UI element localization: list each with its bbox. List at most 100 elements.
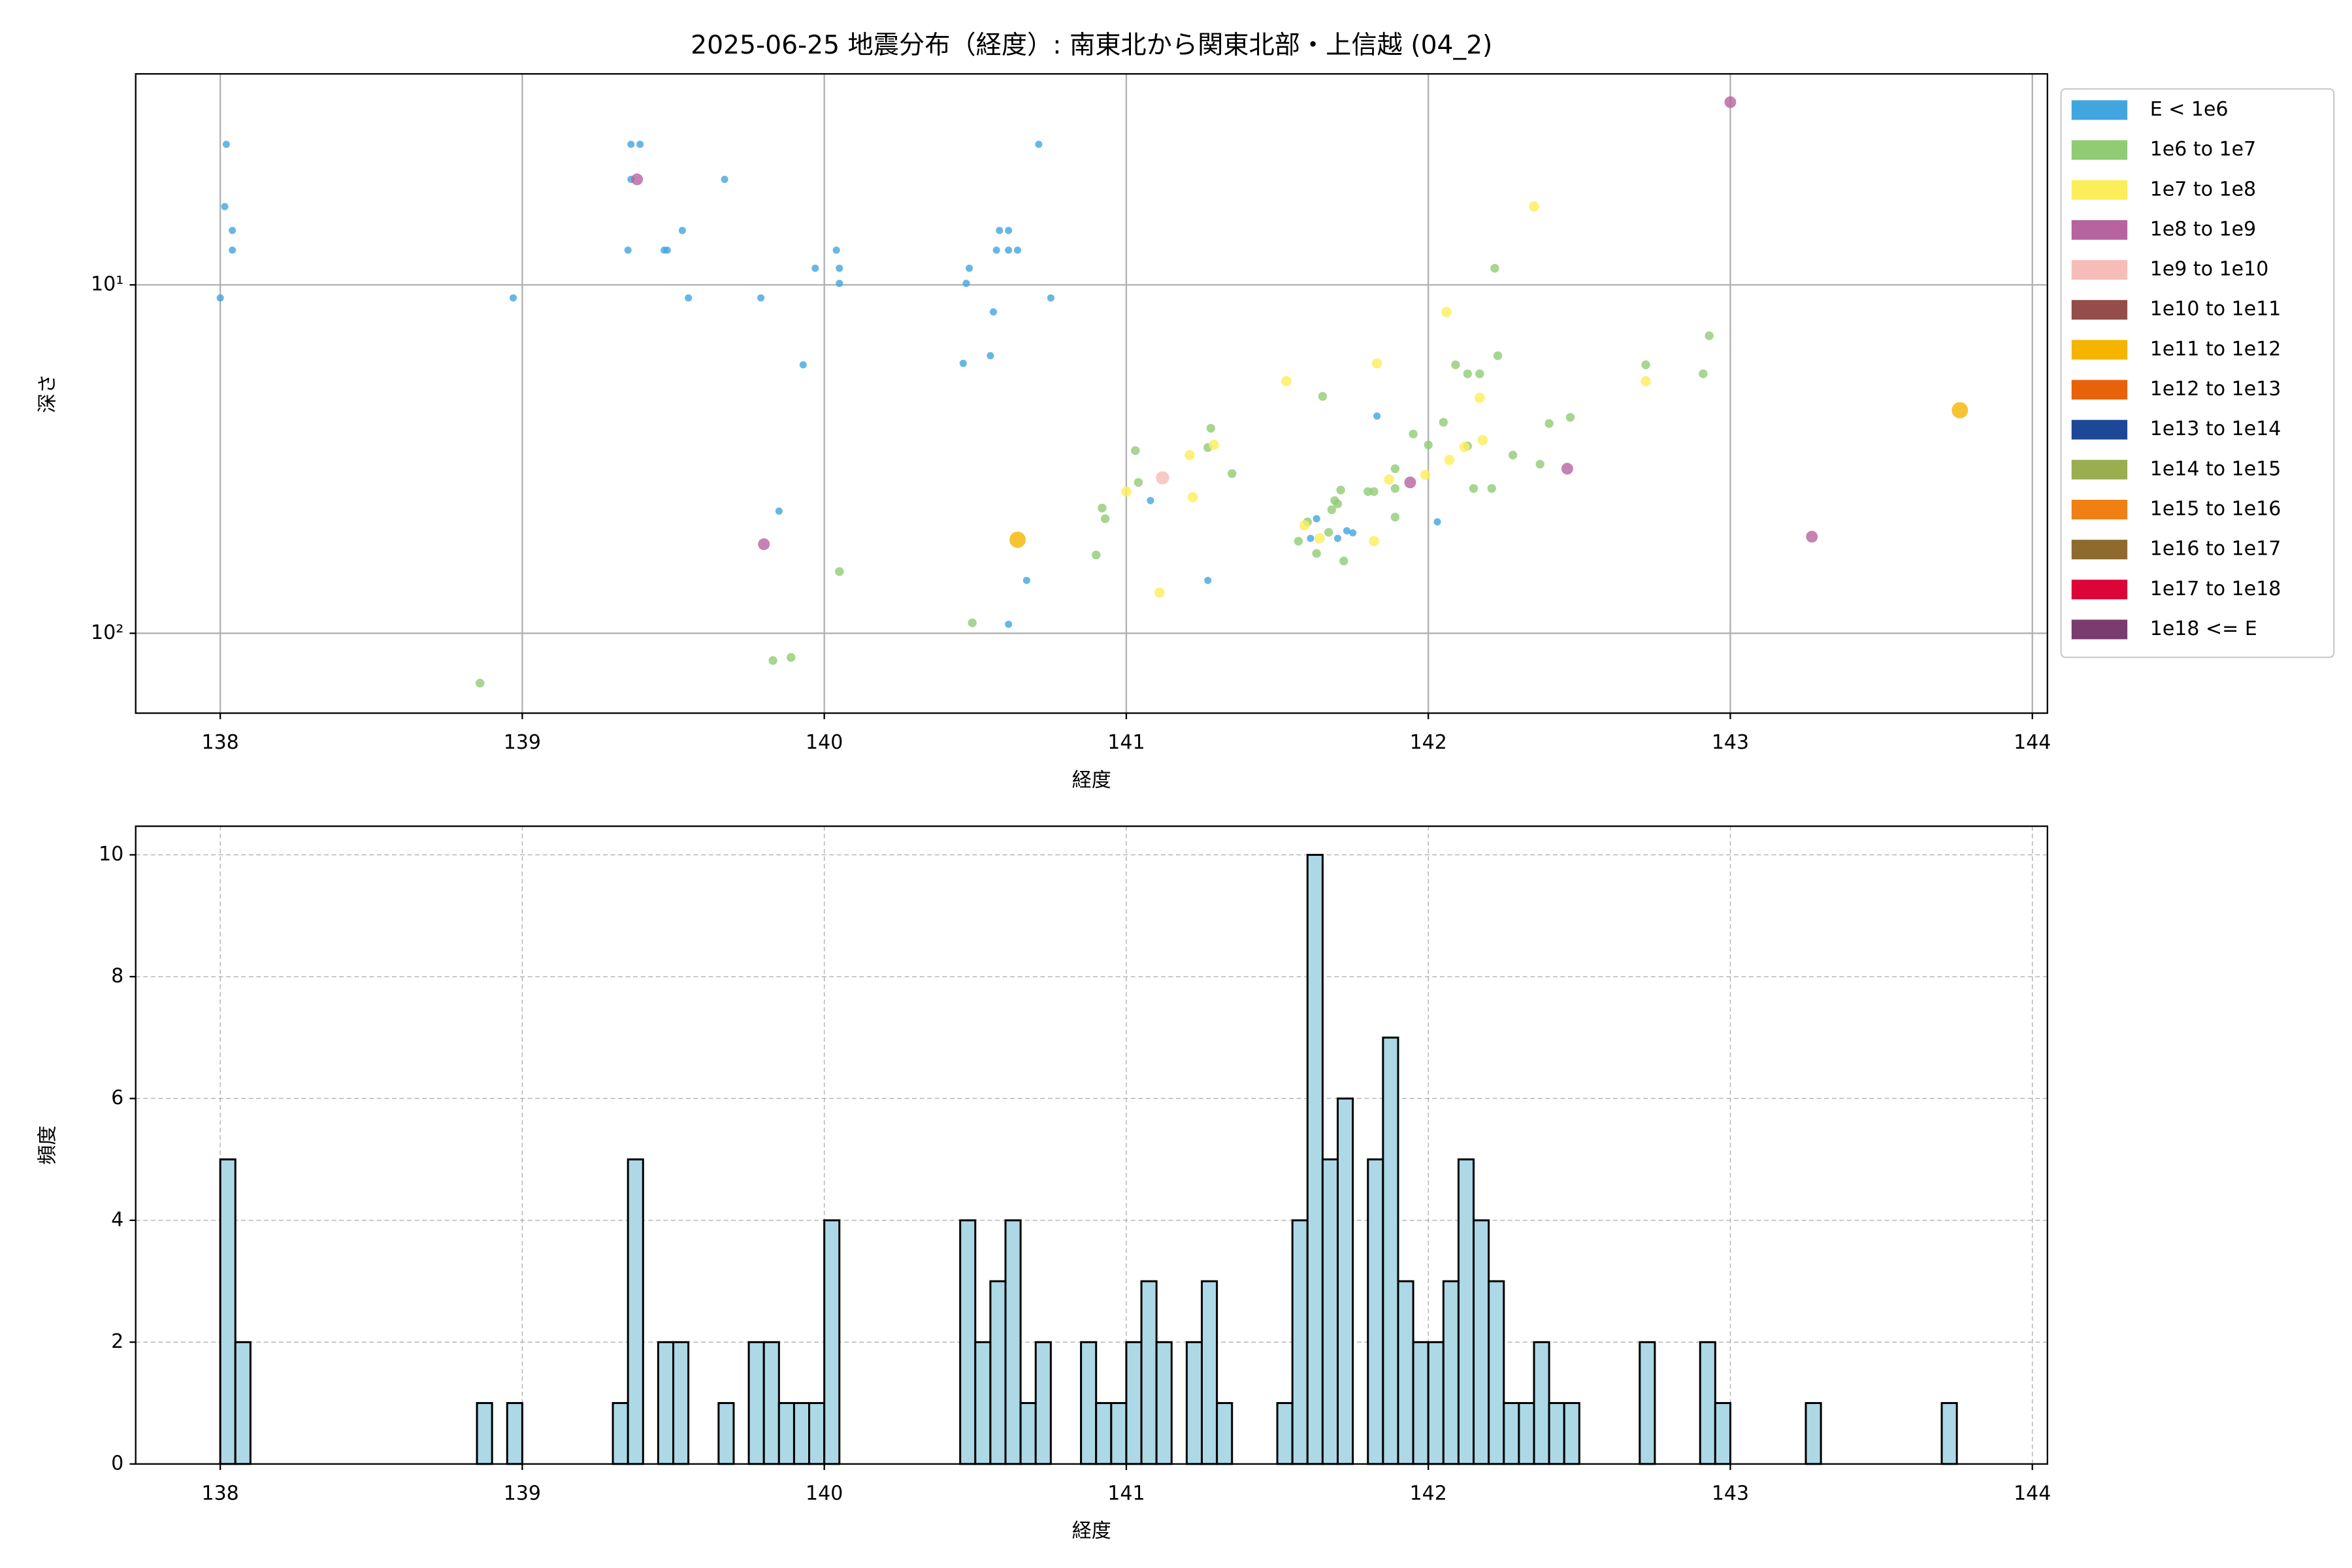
histogram-bar <box>1185 1341 1203 1465</box>
x-axis-label: 経度 <box>1072 769 1111 792</box>
x-tick-label: 140 <box>806 1482 843 1505</box>
scatter-point <box>1005 620 1013 629</box>
histogram-bar <box>476 1402 493 1465</box>
x-tick-label: 139 <box>504 731 541 754</box>
histogram-bar <box>1699 1341 1716 1465</box>
scatter-point <box>1441 306 1452 318</box>
scatter-point <box>1134 478 1143 487</box>
scatter-point <box>836 280 843 287</box>
scatter-point <box>1469 483 1478 493</box>
scatter-point <box>989 308 998 316</box>
histogram-bar <box>1337 1097 1354 1465</box>
y-axis-label: 深さ <box>36 374 59 413</box>
scatter-point <box>1299 520 1310 531</box>
histogram-bar <box>1034 1341 1052 1465</box>
y-tick-label: 4 <box>111 1208 123 1231</box>
scatter-point <box>1100 514 1110 523</box>
scatter-point <box>1490 263 1499 273</box>
legend-label: 1e16 to 1e17 <box>2150 538 2281 561</box>
scatter-point <box>1336 485 1345 495</box>
legend-swatch <box>2071 220 2128 240</box>
histogram-bar <box>1518 1402 1535 1465</box>
scatter-point <box>1463 369 1472 378</box>
scatter-point <box>1724 96 1737 108</box>
histogram-bar <box>1442 1280 1460 1465</box>
histogram-bar <box>506 1402 523 1465</box>
scatter-point <box>1047 294 1054 302</box>
x-axis-label: 経度 <box>1072 1520 1111 1543</box>
legend-label: 1e6 to 1e7 <box>2150 138 2256 161</box>
scatter-point <box>1390 483 1400 493</box>
x-tick-label: 138 <box>201 731 238 754</box>
scatter-point <box>627 140 635 148</box>
y-tick-label: 0 <box>111 1452 123 1475</box>
histogram-bar <box>1216 1402 1233 1465</box>
x-tick-label: 141 <box>1107 1482 1145 1505</box>
scatter-point <box>1508 450 1518 460</box>
scatter-point <box>1420 469 1431 480</box>
scatter-point <box>1373 412 1381 420</box>
x-tick-label: 143 <box>1712 731 1749 754</box>
scatter-point <box>1459 442 1470 453</box>
scatter-point <box>1439 417 1448 427</box>
legend-label: 1e11 to 1e12 <box>2150 338 2281 361</box>
scatter-point <box>1806 531 1818 543</box>
legend-swatch <box>2071 300 2128 320</box>
scatter-point <box>1204 576 1212 584</box>
histogram-bar <box>1004 1219 1022 1465</box>
y-axis-label: 頻度 <box>36 1126 59 1165</box>
scatter-point <box>1641 376 1651 387</box>
scatter-point <box>1228 469 1237 478</box>
histogram-bar <box>1200 1280 1218 1465</box>
scatter-point <box>216 294 224 302</box>
histogram-bar <box>1940 1402 1958 1465</box>
x-tick-label: 138 <box>201 1482 238 1505</box>
scatter-point <box>685 294 693 302</box>
scatter-point <box>1369 536 1379 547</box>
scatter-point <box>1156 471 1169 485</box>
histogram-bar <box>1155 1341 1173 1465</box>
scatter-point <box>1206 423 1216 433</box>
scatter-point <box>987 351 994 359</box>
histogram-bar <box>762 1341 780 1465</box>
scatter-point <box>787 653 796 662</box>
y-tick-label: 10 <box>99 843 123 866</box>
scatter-point <box>1154 587 1165 598</box>
legend-swatch <box>2071 100 2128 120</box>
scatter-point <box>962 280 970 287</box>
scatter-point <box>758 538 770 550</box>
legend-label: 1e17 to 1e18 <box>2150 578 2281 600</box>
legend-swatch <box>2071 260 2128 280</box>
scatter-point <box>1131 446 1140 455</box>
plot-frame <box>135 73 2048 714</box>
scatter-point <box>624 246 632 254</box>
scatter-point <box>1314 533 1325 544</box>
scatter-point <box>1184 449 1195 461</box>
scatter-point <box>966 265 973 272</box>
scatter-point <box>1390 512 1400 522</box>
histogram-bar <box>1382 1036 1399 1465</box>
legend-label: 1e13 to 1e14 <box>2150 417 2281 440</box>
scatter-point <box>678 227 686 235</box>
scatter-point <box>1187 492 1198 502</box>
legend-swatch <box>2071 580 2128 600</box>
histogram-bar <box>974 1341 992 1465</box>
legend-swatch <box>2071 140 2128 160</box>
scatter-point <box>1324 528 1333 537</box>
scatter-point <box>229 246 237 254</box>
histogram-bar <box>672 1341 690 1465</box>
scatter-point <box>1307 534 1315 542</box>
histogram-bar <box>1291 1219 1309 1465</box>
scatter-point <box>1147 497 1154 504</box>
histogram-bar <box>1125 1341 1143 1465</box>
histogram-bar <box>1473 1219 1490 1465</box>
scatter-point <box>1005 227 1013 235</box>
scatter-point <box>835 567 844 576</box>
histogram-bar <box>1714 1402 1731 1465</box>
histogram-bar <box>1457 1158 1475 1465</box>
scatter-point <box>1390 464 1400 474</box>
scatter-point <box>229 227 237 235</box>
plot-frame <box>135 825 2048 1465</box>
scatter-point <box>832 246 840 254</box>
